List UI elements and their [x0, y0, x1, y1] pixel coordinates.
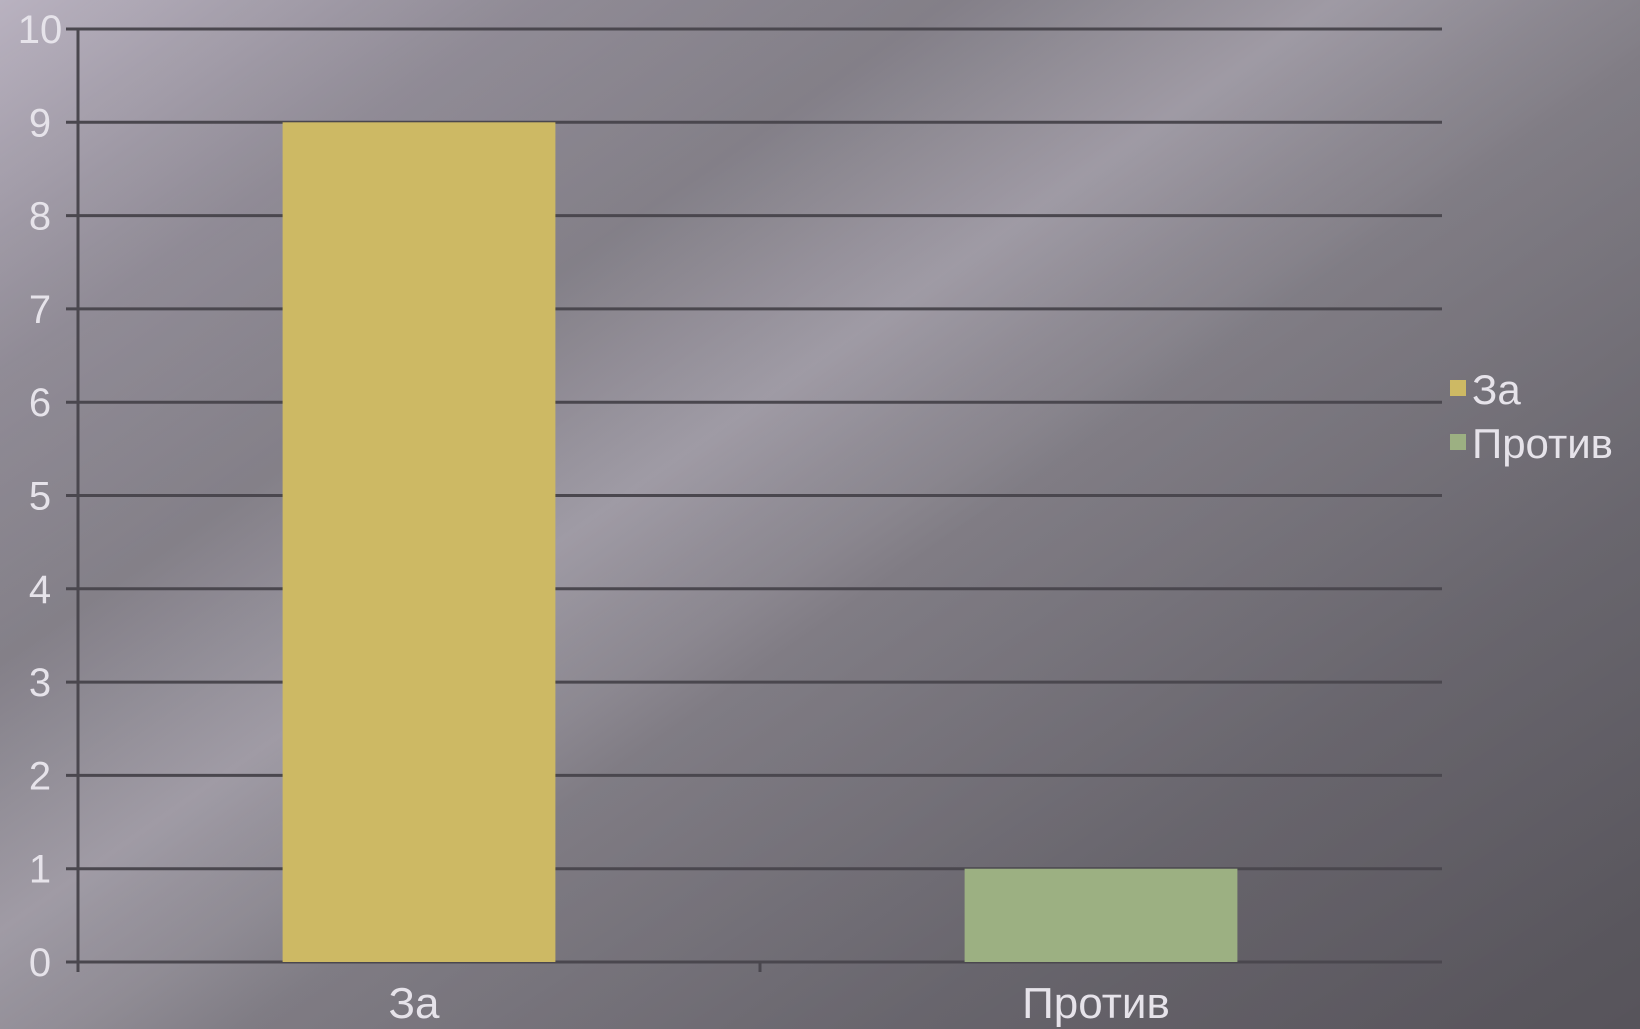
legend-label: За — [1472, 366, 1521, 413]
legend: За Против — [1450, 366, 1613, 467]
y-tick-label: 3 — [29, 661, 51, 705]
bars — [282, 122, 1238, 963]
y-tick-label: 10 — [18, 8, 63, 52]
y-tick-label: 1 — [29, 848, 51, 892]
y-tick-label: 5 — [29, 475, 51, 519]
y-tick-label: 0 — [29, 941, 51, 985]
bar-protiv — [964, 868, 1238, 962]
legend-label: Против — [1472, 420, 1613, 467]
y-tick-label: 7 — [29, 288, 51, 332]
y-tick-label: 4 — [29, 568, 51, 612]
y-tick-label: 6 — [29, 381, 51, 425]
y-tick-label: 2 — [29, 754, 51, 798]
legend-swatch — [1450, 380, 1466, 396]
x-category-label: За — [388, 979, 440, 1028]
bar-za — [282, 122, 556, 963]
y-tick-label: 9 — [29, 101, 51, 145]
tick-labels: 0 1 2 3 4 5 6 7 8 9 10 За Против — [18, 8, 1170, 1028]
legend-swatch — [1450, 434, 1466, 450]
y-tick-label: 8 — [29, 195, 51, 239]
x-category-label: Против — [1022, 979, 1170, 1028]
